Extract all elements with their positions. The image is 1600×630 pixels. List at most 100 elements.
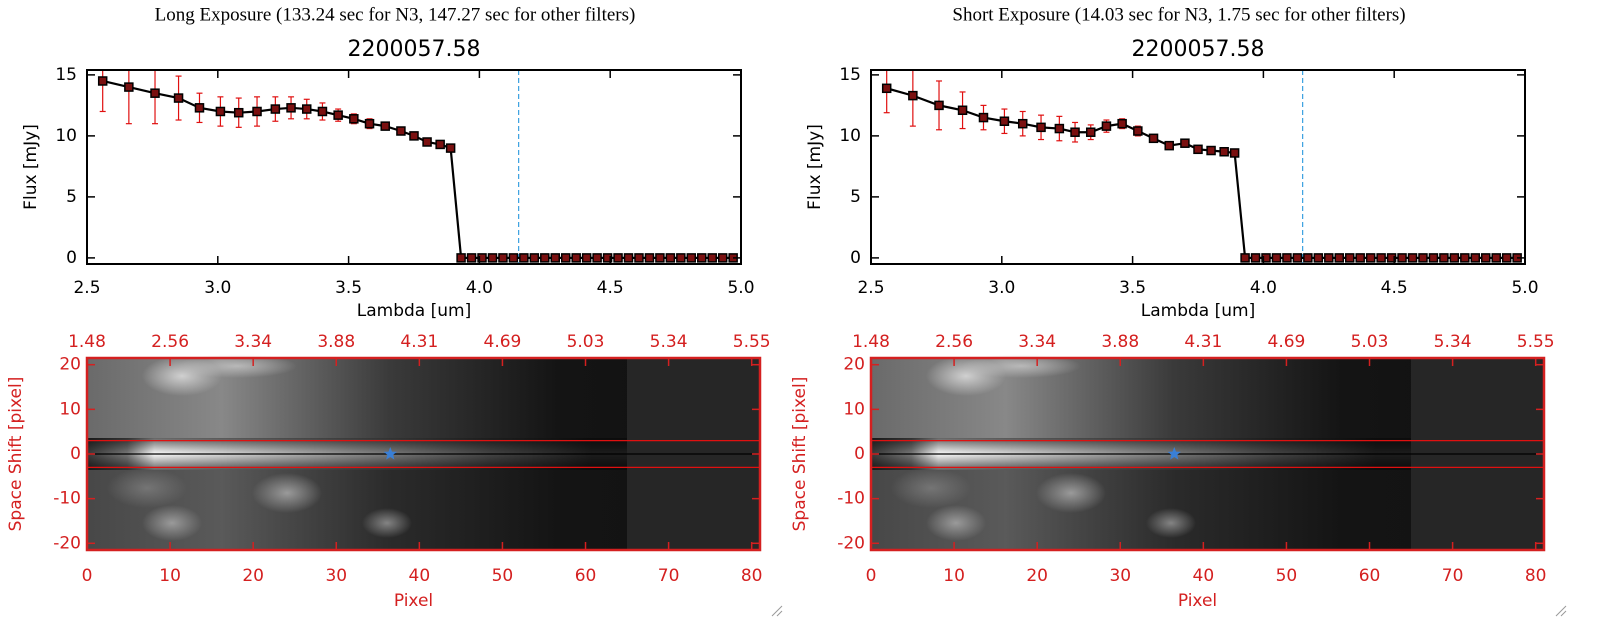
data-point bbox=[233, 107, 244, 118]
data-point bbox=[1344, 253, 1355, 263]
y-tick-label: 0 bbox=[850, 248, 861, 268]
data-point bbox=[934, 100, 944, 111]
x-tick-label: 60 bbox=[1359, 566, 1381, 586]
data-point bbox=[1193, 144, 1203, 155]
x2-tick-label: 2.56 bbox=[935, 332, 973, 352]
data-point bbox=[1036, 122, 1046, 133]
x-tick-label: 10 bbox=[159, 566, 181, 586]
panel-header: Long Exposure (133.24 sec for N3, 147.27… bbox=[155, 4, 636, 25]
x2-tick-label: 4.69 bbox=[484, 332, 522, 352]
data-point bbox=[333, 110, 343, 120]
data-point bbox=[1180, 138, 1190, 148]
data-point bbox=[957, 105, 968, 116]
data-point bbox=[466, 253, 477, 263]
data-point bbox=[1070, 127, 1080, 137]
x-tick-label: 3.0 bbox=[988, 278, 1015, 298]
data-point bbox=[655, 253, 665, 263]
data-point bbox=[173, 93, 184, 103]
data-point bbox=[396, 126, 406, 136]
x-axis-label: Lambda [um] bbox=[357, 301, 471, 321]
plot-area bbox=[881, 70, 1522, 264]
x2-tick-label: 3.34 bbox=[1018, 332, 1056, 352]
x-tick-label: 60 bbox=[575, 566, 597, 586]
x-axis-label: Lambda [um] bbox=[1141, 301, 1255, 321]
data-point bbox=[380, 121, 390, 131]
data-point bbox=[665, 253, 676, 263]
data-point bbox=[301, 104, 312, 114]
y-tick-label: 5 bbox=[66, 187, 77, 207]
y-tick-label: -10 bbox=[837, 489, 865, 509]
x2-tick-label: 4.31 bbox=[1184, 332, 1222, 352]
x-tick-label: 70 bbox=[658, 566, 680, 586]
data-point bbox=[978, 112, 989, 123]
data-point bbox=[602, 253, 613, 263]
data-point bbox=[571, 253, 581, 263]
x-tick-label: 10 bbox=[943, 566, 965, 586]
data-point bbox=[477, 253, 487, 263]
x-tick-label: 50 bbox=[1276, 566, 1298, 586]
data-point bbox=[1439, 253, 1449, 263]
data-point bbox=[519, 253, 529, 263]
source-marker bbox=[1167, 447, 1181, 460]
data-point bbox=[623, 253, 634, 263]
x2-tick-label: 3.34 bbox=[234, 332, 272, 352]
spectral-image bbox=[87, 354, 760, 550]
x-tick-label: 0 bbox=[866, 566, 877, 586]
x-tick-label: 3.5 bbox=[335, 278, 362, 298]
x-tick-label: 4.0 bbox=[466, 278, 493, 298]
y-tick-label: 0 bbox=[854, 444, 865, 464]
data-point bbox=[445, 143, 456, 153]
y-tick-label: 20 bbox=[843, 355, 865, 375]
data-point bbox=[194, 103, 205, 113]
image-frame bbox=[869, 356, 1546, 552]
data-point bbox=[1206, 145, 1216, 156]
y-tick-label: 10 bbox=[59, 399, 81, 419]
data-point bbox=[999, 116, 1010, 126]
data-point bbox=[150, 88, 160, 98]
data-point bbox=[1334, 253, 1345, 263]
x-tick-label: 20 bbox=[242, 566, 264, 586]
x-tick-label: 50 bbox=[492, 566, 514, 586]
x2-tick-label: 3.88 bbox=[1101, 332, 1139, 352]
x2-tick-label: 5.03 bbox=[1351, 332, 1389, 352]
x-tick-label: 3.0 bbox=[204, 278, 231, 298]
x-tick-label: 5.0 bbox=[727, 278, 754, 298]
data-point bbox=[1397, 253, 1407, 263]
data-point bbox=[498, 253, 508, 263]
data-point bbox=[317, 106, 328, 117]
data-point bbox=[1460, 253, 1470, 263]
data-point bbox=[286, 103, 296, 113]
data-point bbox=[1303, 253, 1313, 263]
data-point bbox=[252, 106, 262, 117]
data-point bbox=[1101, 121, 1112, 131]
data-point bbox=[707, 253, 717, 263]
plot-area bbox=[97, 70, 738, 264]
data-point bbox=[456, 253, 466, 263]
data-point bbox=[1054, 123, 1065, 134]
x-tick-label: 2.5 bbox=[73, 278, 100, 298]
x2-tick-label: 2.56 bbox=[151, 332, 189, 352]
x2-tick-label: 5.55 bbox=[1517, 332, 1555, 352]
data-point bbox=[1117, 118, 1127, 129]
x-tick-label: 70 bbox=[1442, 566, 1464, 586]
data-point bbox=[1376, 253, 1386, 263]
data-point bbox=[908, 90, 918, 101]
y-tick-label: 10 bbox=[55, 126, 77, 146]
data-point bbox=[422, 137, 432, 147]
x-tick-label: 3.5 bbox=[1119, 278, 1146, 298]
data-point bbox=[487, 253, 498, 263]
y-tick-label: 0 bbox=[66, 248, 77, 268]
y-tick-label: 15 bbox=[839, 65, 861, 85]
x-tick-label: 4.5 bbox=[597, 278, 624, 298]
source-marker bbox=[383, 447, 397, 460]
chart-title: 2200057.58 bbox=[1132, 37, 1265, 62]
y-tick-label: 20 bbox=[59, 355, 81, 375]
y-tick-label: 0 bbox=[70, 444, 81, 464]
x-tick-label: 30 bbox=[325, 566, 347, 586]
data-point bbox=[1470, 253, 1481, 263]
x-tick-label: 4.5 bbox=[1381, 278, 1408, 298]
x-tick-label: 80 bbox=[741, 566, 763, 586]
data-point bbox=[435, 139, 445, 150]
data-point bbox=[613, 253, 623, 263]
